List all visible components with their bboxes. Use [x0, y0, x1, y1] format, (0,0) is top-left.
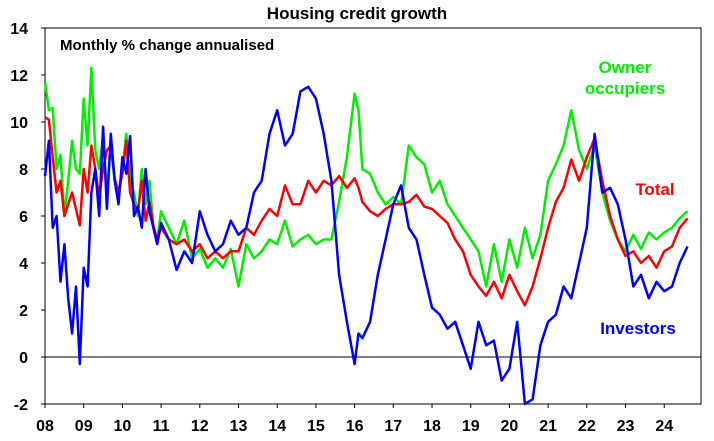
x-tick-label: 15 [307, 418, 325, 435]
y-tick-label: 8 [19, 162, 28, 179]
y-tick-label: -2 [14, 397, 28, 414]
x-tick-label: 22 [578, 418, 596, 435]
chart-title: Housing credit growth [267, 4, 447, 23]
x-tick-label: 14 [268, 418, 286, 435]
y-tick-label: 0 [19, 350, 28, 367]
y-tick-label: 10 [10, 115, 28, 132]
series-label-total: Total [635, 180, 674, 199]
series-labels: Owner occupiers Total Investors [585, 58, 676, 338]
y-tick-label: 14 [10, 21, 28, 38]
x-tick-label: 12 [191, 418, 209, 435]
x-axis: 08 09 10 11 12 13 14 15 16 17 18 19 20 21 22 23 24 [36, 404, 673, 435]
x-tick-label: 18 [423, 418, 441, 435]
series-label-owner-occupiers: Owner [599, 58, 652, 77]
x-tick-label: 13 [230, 418, 248, 435]
x-tick-label: 11 [153, 418, 170, 435]
series-line-investors [43, 85, 689, 406]
x-tick-label: 17 [384, 418, 402, 435]
x-tick-label: 23 [617, 418, 635, 435]
y-tick-label: 12 [10, 68, 28, 85]
x-tick-label: 08 [36, 418, 54, 435]
y-tick-label: 6 [19, 209, 28, 226]
y-tick-label: 2 [19, 303, 28, 320]
chart-subtitle: Monthly % change annualised [60, 37, 274, 54]
series-lines [43, 66, 689, 406]
x-tick-label: 19 [462, 418, 480, 435]
x-tick-label: 09 [75, 418, 93, 435]
series-label-owner-occupiers: occupiers [585, 79, 665, 98]
x-tick-label: 10 [114, 418, 132, 435]
y-tick-label: 4 [19, 256, 28, 273]
x-tick-label: 24 [655, 418, 673, 435]
x-tick-label: 21 [539, 418, 557, 435]
x-tick-label: 20 [501, 418, 519, 435]
series-label-investors: Investors [600, 319, 676, 338]
x-tick-label: 16 [346, 418, 364, 435]
y-axis: 14 12 10 8 6 4 2 0 -2 [10, 21, 45, 414]
